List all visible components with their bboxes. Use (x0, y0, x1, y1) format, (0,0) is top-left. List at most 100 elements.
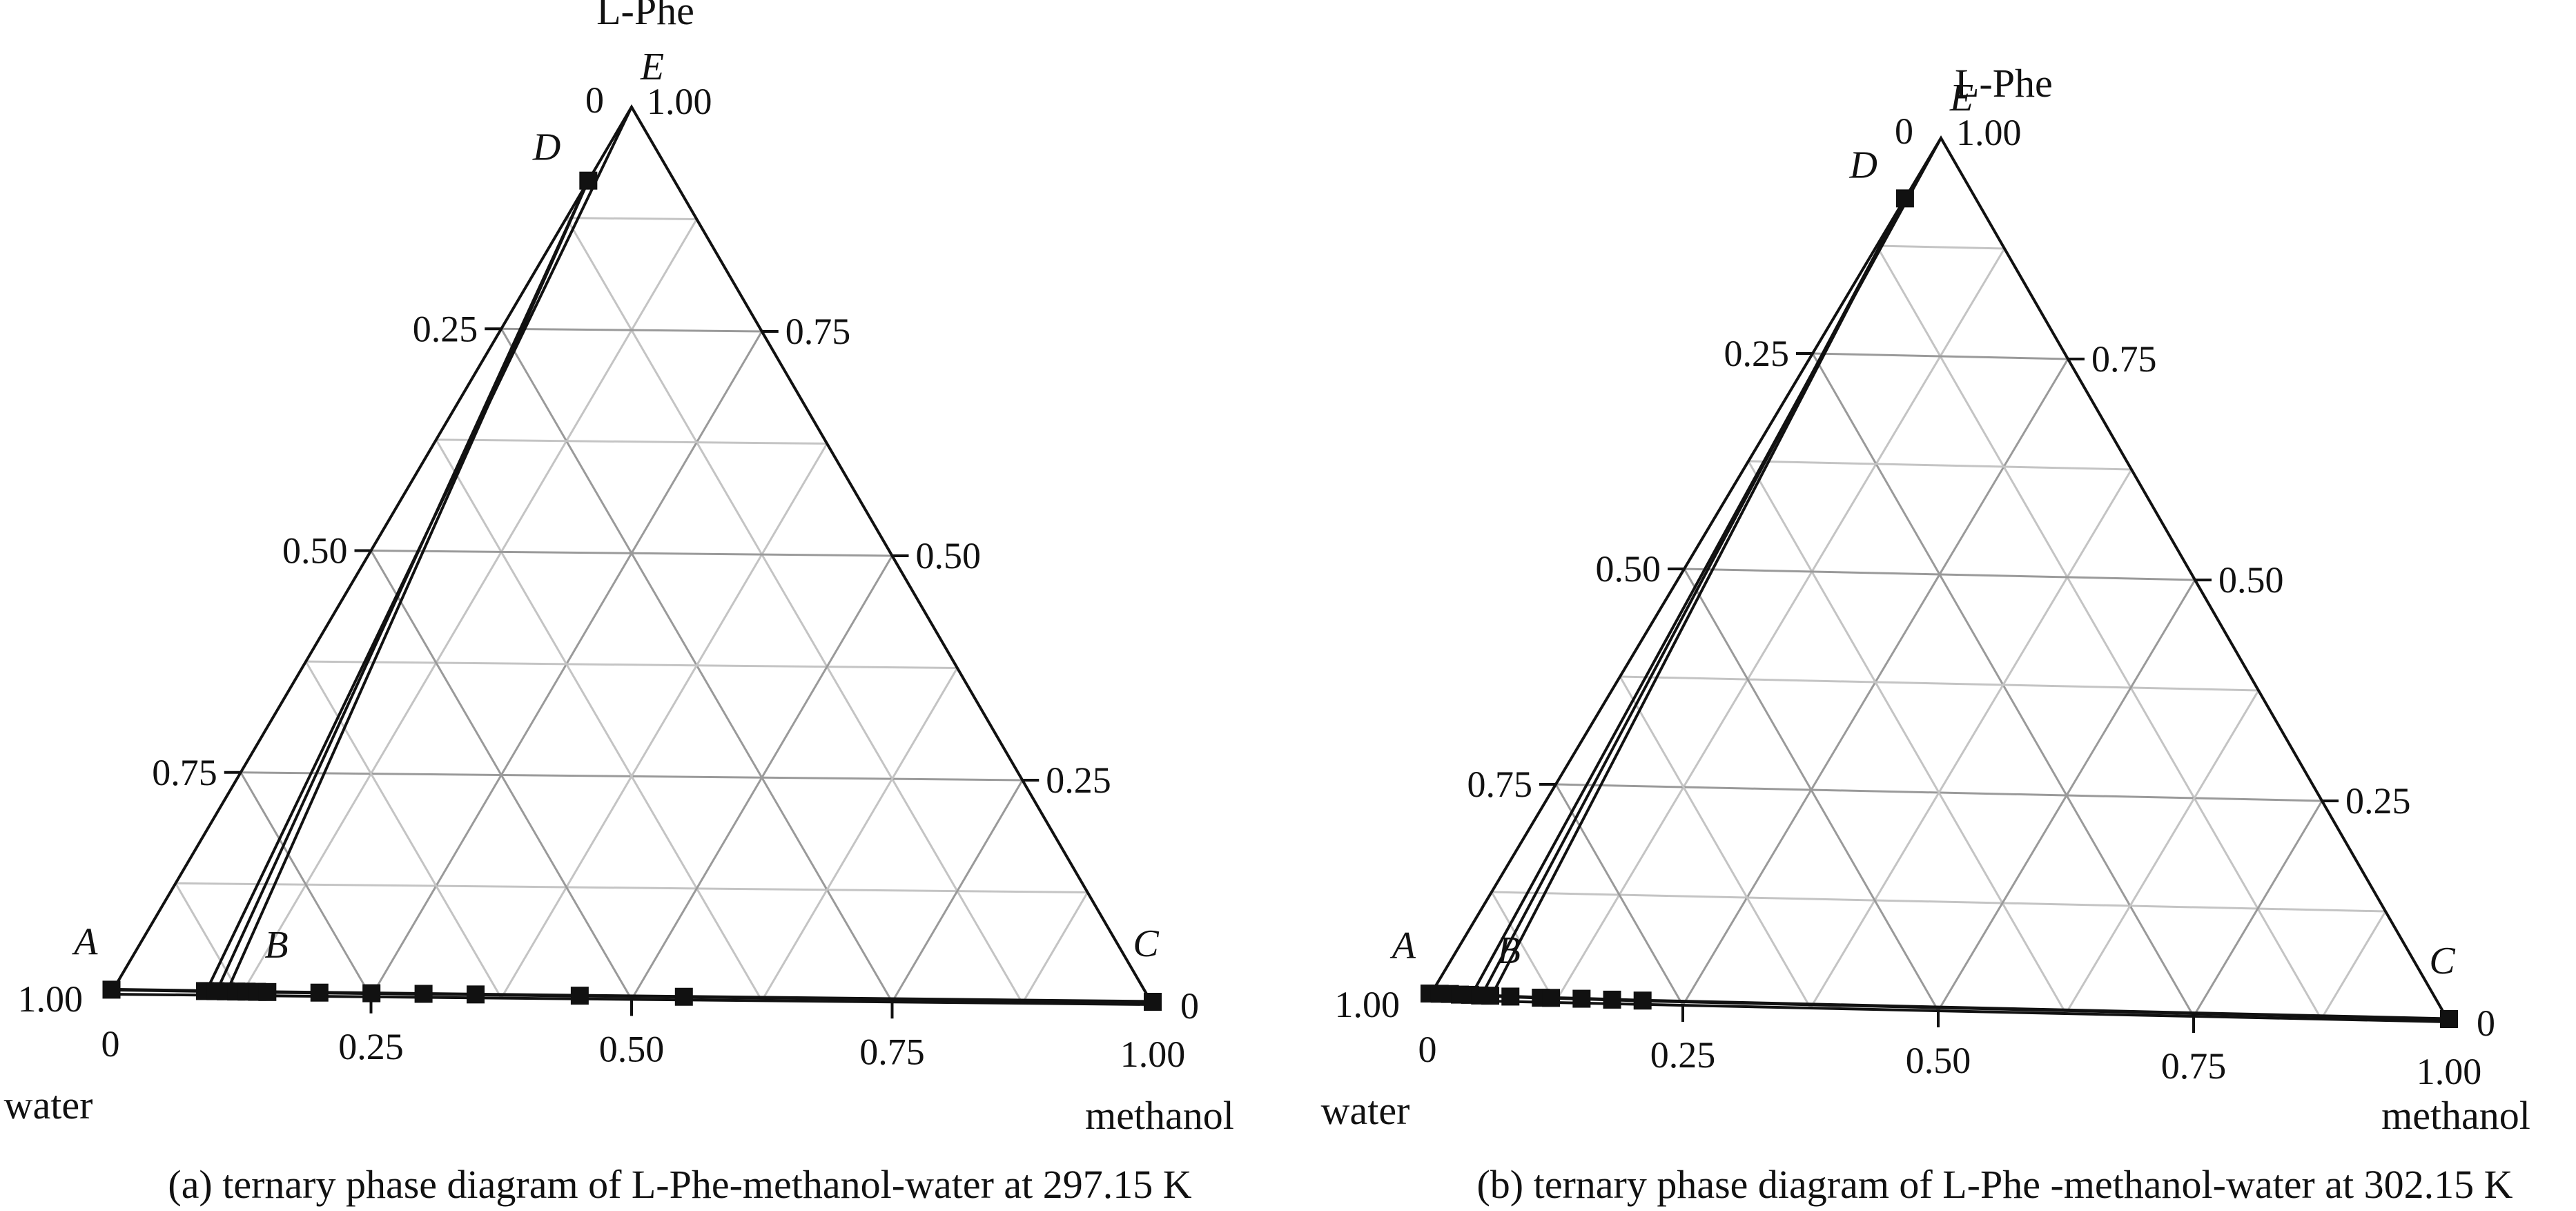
grid-line (761, 667, 959, 1002)
triangle-outline (108, 104, 1155, 1007)
triangle-outline (1425, 135, 2452, 1024)
data-point (258, 982, 277, 1001)
grid-line (1876, 244, 2005, 250)
tick-label-bottom: 0.50 (1906, 1040, 1971, 1081)
grid-line (1809, 469, 2133, 1009)
tick-label-bottom: 1.00 (1120, 1034, 1186, 1075)
figure-caption: (b) ternary phase diagram of L-Phe -meth… (1476, 1162, 2512, 1207)
tick-label-right: 0.50 (916, 535, 982, 577)
grid-line (436, 438, 828, 445)
tick-label-left: 1.00 (1335, 984, 1401, 1025)
grid-line (1619, 675, 2259, 692)
point-label-A: A (71, 920, 98, 963)
tick-label-right: 1.00 (1956, 112, 2022, 153)
data-points (102, 171, 1162, 1011)
tick-label-right: 0 (2477, 1002, 2495, 1044)
tick-label-bottom: 0.75 (2161, 1045, 2227, 1087)
tick-label-bottom: 0.25 (1650, 1034, 1716, 1076)
figure-caption: (a) ternary phase diagram of L-Phe-metha… (168, 1162, 1191, 1207)
grid-line (175, 882, 1088, 893)
vertex-label-right: methanol (1085, 1093, 1234, 1138)
ternary-panel-2: 0 0.25 0.50 0.75 1.00 1.00 0.75 0.50 0.25 0 0 0.25 0… (1321, 61, 2530, 1207)
grid-line (565, 217, 1024, 1004)
grid-line (1683, 568, 1940, 1011)
point-label-A: A (1389, 924, 1416, 967)
tick-label-left: 0.50 (1596, 548, 1661, 590)
data-point (1481, 987, 1500, 1005)
grid-line (1554, 248, 2006, 1003)
grid-line (1021, 891, 1089, 1004)
point-label-D: D (1848, 144, 1877, 186)
grid-line (2192, 800, 2323, 1017)
grid-lines (1490, 244, 2387, 1020)
tick-label-right: 0.25 (2345, 780, 2411, 822)
point-label-B: B (1497, 929, 1521, 972)
tick-marks (224, 327, 1040, 1019)
data-point (467, 985, 485, 1004)
tie-line (214, 180, 590, 995)
data-points (1420, 189, 2458, 1028)
grid-line (630, 555, 893, 1000)
tie-lines (1469, 137, 1942, 1000)
grid-line (2320, 911, 2387, 1020)
grid-line (1554, 784, 1684, 1006)
tick-label-left: 0.50 (282, 530, 348, 572)
point-label-E: E (640, 46, 664, 88)
data-point (1572, 989, 1591, 1008)
tick-label-right: 0.25 (1046, 759, 1111, 801)
data-point (1603, 990, 1621, 1009)
tie-line (1489, 197, 1906, 1000)
point-label-E: E (1949, 77, 1973, 119)
grid-line (1491, 891, 2386, 913)
grid-line (566, 217, 697, 220)
data-point-D (1895, 189, 1914, 208)
data-point (1542, 989, 1561, 1007)
data-point (310, 983, 329, 1002)
point-label-B: B (264, 924, 288, 967)
tick-label-left: 0.25 (1724, 333, 1790, 374)
tick-label-bottom: 0.50 (599, 1029, 665, 1070)
tick-marks (1539, 352, 2339, 1033)
grid-line (240, 218, 698, 996)
grid-line (1875, 245, 2323, 1020)
vertex-label-top: L-Phe (1955, 61, 2053, 106)
data-point (1501, 987, 1520, 1006)
grid-line (304, 661, 502, 999)
point-label-C: C (2429, 940, 2455, 982)
grid-line (1937, 579, 2196, 1011)
grid-line (1619, 676, 1812, 1009)
tick-label-right: 0.75 (786, 311, 851, 352)
tick-label-bottom: 1.00 (2417, 1051, 2482, 1092)
grid-line (1747, 461, 2067, 1014)
grid-line (240, 771, 372, 998)
vertex-label-top: L-Phe (596, 0, 694, 33)
data-point (674, 987, 693, 1006)
grid-lines (175, 217, 1089, 1004)
data-point (362, 984, 381, 1002)
tick-label-right: 0.75 (2091, 338, 2157, 380)
grid-line (500, 443, 828, 999)
data-point (1144, 993, 1162, 1011)
grid-line (435, 439, 763, 1002)
tick-label-bottom: 0 (1418, 1029, 1437, 1070)
tick-label-right: 0 (1180, 985, 1199, 1027)
grid-line (2065, 690, 2260, 1014)
vertex-label-left: water (4, 1083, 93, 1127)
ternary-panel-1: 0 0.25 0.50 0.75 1.00 1.00 0.75 0.50 0.25 0 0 0.25 0… (4, 0, 1234, 1207)
grid-line (891, 779, 1024, 1003)
data-point (570, 987, 589, 1005)
data-point (414, 985, 433, 1003)
tick-label-right: 1.00 (647, 81, 712, 122)
grid-line (370, 550, 633, 1000)
grid-line (501, 327, 762, 333)
vertex-label-left: water (1321, 1088, 1410, 1133)
data-point (102, 980, 121, 999)
tie-line (1479, 197, 1906, 998)
tick-label-left: 0 (585, 79, 604, 121)
grid-line (1812, 352, 2069, 360)
tick-label-left: 0 (1895, 110, 1913, 152)
tick-label-bottom: 0 (101, 1023, 120, 1065)
point-label-C: C (1133, 922, 1159, 965)
data-point (1633, 991, 1652, 1010)
